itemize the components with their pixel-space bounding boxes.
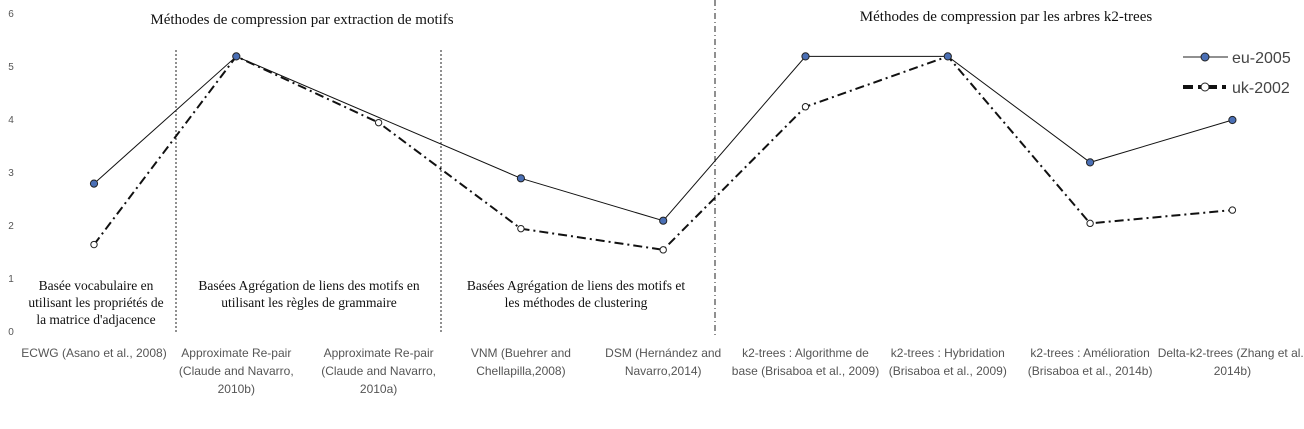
section-title-extraction: Méthodes de compression par extraction d… — [150, 12, 453, 28]
y-tick-label: 3 — [8, 168, 14, 179]
x-tick-label: k2-trees : Amélioration — [1030, 346, 1149, 360]
x-tick-label: Approximate Re-pair — [324, 346, 434, 360]
legend: eu-2005 uk-2002 — [1183, 50, 1291, 97]
point-uk-2002 — [90, 240, 98, 249]
point-uk-2002 — [1228, 206, 1237, 214]
legend-label-uk-2002: uk-2002 — [1232, 80, 1290, 97]
series-line-uk-2002 — [93, 55, 1233, 251]
point-uk-2002 — [801, 103, 810, 111]
point-eu-2005 — [659, 216, 668, 225]
x-tick-label: (Claude and Navarro, — [321, 364, 436, 378]
group-label-line: Basée vocabulaire en — [39, 278, 154, 293]
group-label-vocabulary: Basée vocabulaire en utilisant les propr… — [28, 278, 163, 327]
point-eu-2005 — [232, 52, 241, 61]
series-line-eu-2005 — [93, 55, 1233, 222]
y-tick-label: 1 — [8, 274, 14, 285]
point-uk-2002 — [374, 118, 383, 127]
x-tick-label: (Brisaboa et al., 2014b) — [1028, 364, 1153, 378]
x-tick-label: Navarro,2014) — [625, 364, 702, 378]
group-label-clustering: Basées Agrégation de liens des motifs et… — [467, 278, 685, 310]
point-eu-2005 — [1086, 158, 1095, 167]
x-tick-label: DSM (Hernández and — [605, 346, 721, 360]
section-title-k2trees: Méthodes de compression par les arbres k… — [860, 9, 1153, 25]
y-tick-label: 5 — [8, 62, 14, 73]
legend-marker-eu-2005 — [1200, 52, 1210, 62]
group-label-line: la matrice d'adjacence — [36, 312, 155, 327]
group-label-line: utilisant les règles de grammaire — [221, 295, 396, 310]
y-tick-label: 6 — [8, 9, 14, 20]
group-label-grammar: Basées Agrégation de liens des motifs en… — [198, 278, 419, 310]
y-axis-ticks: 0 1 2 3 4 5 6 — [8, 9, 14, 338]
point-eu-2005 — [801, 52, 810, 61]
legend-label-eu-2005: eu-2005 — [1232, 50, 1291, 67]
x-tick-label: 2010a) — [360, 382, 397, 396]
group-label-line: Basées Agrégation de liens des motifs et — [467, 278, 685, 293]
x-tick-label: VNM (Buehrer and — [471, 346, 571, 360]
point-eu-2005 — [89, 179, 99, 188]
x-tick-label: 2014b) — [1214, 364, 1251, 378]
x-tick-label: Approximate Re-pair — [181, 346, 291, 360]
x-tick-label: (Brisaboa et al., 2009) — [889, 364, 1007, 378]
x-tick-label: k2-trees : Hybridation — [891, 346, 1005, 360]
x-tick-label: k2-trees : Algorithme de — [742, 346, 869, 360]
group-label-line: utilisant les propriétés de — [28, 295, 163, 310]
point-eu-2005 — [516, 174, 526, 183]
point-uk-2002 — [659, 246, 667, 254]
x-axis-tick-labels: ECWG (Asano et al., 2008) Approximate Re-… — [21, 346, 1304, 396]
series-markers — [89, 52, 1237, 254]
x-tick-label: Chellapilla,2008) — [476, 364, 565, 378]
point-eu-2005 — [1228, 115, 1237, 125]
y-tick-label: 0 — [8, 327, 14, 338]
point-uk-2002 — [1086, 219, 1094, 228]
legend-marker-uk-2002 — [1200, 82, 1210, 92]
x-tick-label: 2010b) — [218, 382, 255, 396]
series-lines — [93, 55, 1233, 251]
group-label-line: les méthodes de clustering — [505, 295, 648, 310]
x-tick-label: Delta-k2-trees (Zhang et al., — [1158, 346, 1304, 360]
x-tick-label: base (Brisaboa et al., 2009) — [732, 364, 879, 378]
point-eu-2005 — [943, 52, 952, 61]
point-uk-2002 — [517, 224, 525, 233]
x-tick-label: (Claude and Navarro, — [179, 364, 294, 378]
y-tick-label: 4 — [8, 115, 14, 126]
y-tick-label: 2 — [8, 221, 14, 232]
x-tick-label: ECWG (Asano et al., 2008) — [21, 346, 166, 360]
group-label-line: Basées Agrégation de liens des motifs en — [198, 278, 419, 293]
